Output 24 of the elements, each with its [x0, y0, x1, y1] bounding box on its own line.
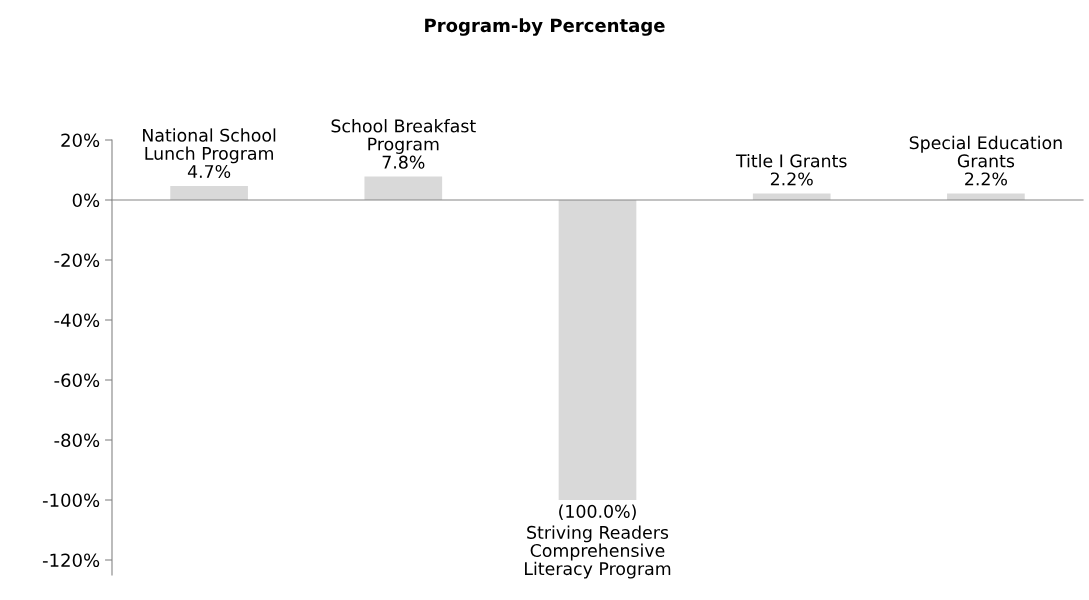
- y-tick-label: -20%: [54, 253, 100, 268]
- bar: [364, 176, 443, 200]
- x-tick-label: Special Education Grants: [909, 135, 1062, 168]
- x-tick-label: School Breakfast Program: [331, 119, 476, 154]
- x-tick-label: Striving Readers Comprehensive Literacy Program: [525, 525, 671, 579]
- y-tick-label: -60%: [54, 373, 100, 388]
- data-label: 2.2%: [770, 172, 813, 186]
- bar: [170, 185, 248, 200]
- data-label: (100.0%): [559, 504, 636, 520]
- y-tick-label: -40%: [54, 313, 100, 328]
- y-tick-label: 0%: [72, 193, 100, 208]
- y-tick-label: 20%: [61, 133, 100, 148]
- chart-title: Program-by Percentage: [425, 18, 665, 36]
- x-tick-label: Title I Grants: [735, 153, 847, 168]
- bar: [947, 193, 1025, 200]
- y-tick-label: -100%: [42, 493, 100, 508]
- data-label: 4.7%: [187, 164, 231, 179]
- data-label: 7.8%: [382, 155, 425, 169]
- y-tick-label: -80%: [54, 433, 100, 448]
- bar: [752, 193, 831, 200]
- data-label: 2.2%: [965, 172, 1007, 186]
- y-tick-label: -120%: [42, 553, 100, 568]
- bar: [558, 200, 637, 500]
- x-tick-label: National School Lunch Program: [143, 128, 276, 164]
